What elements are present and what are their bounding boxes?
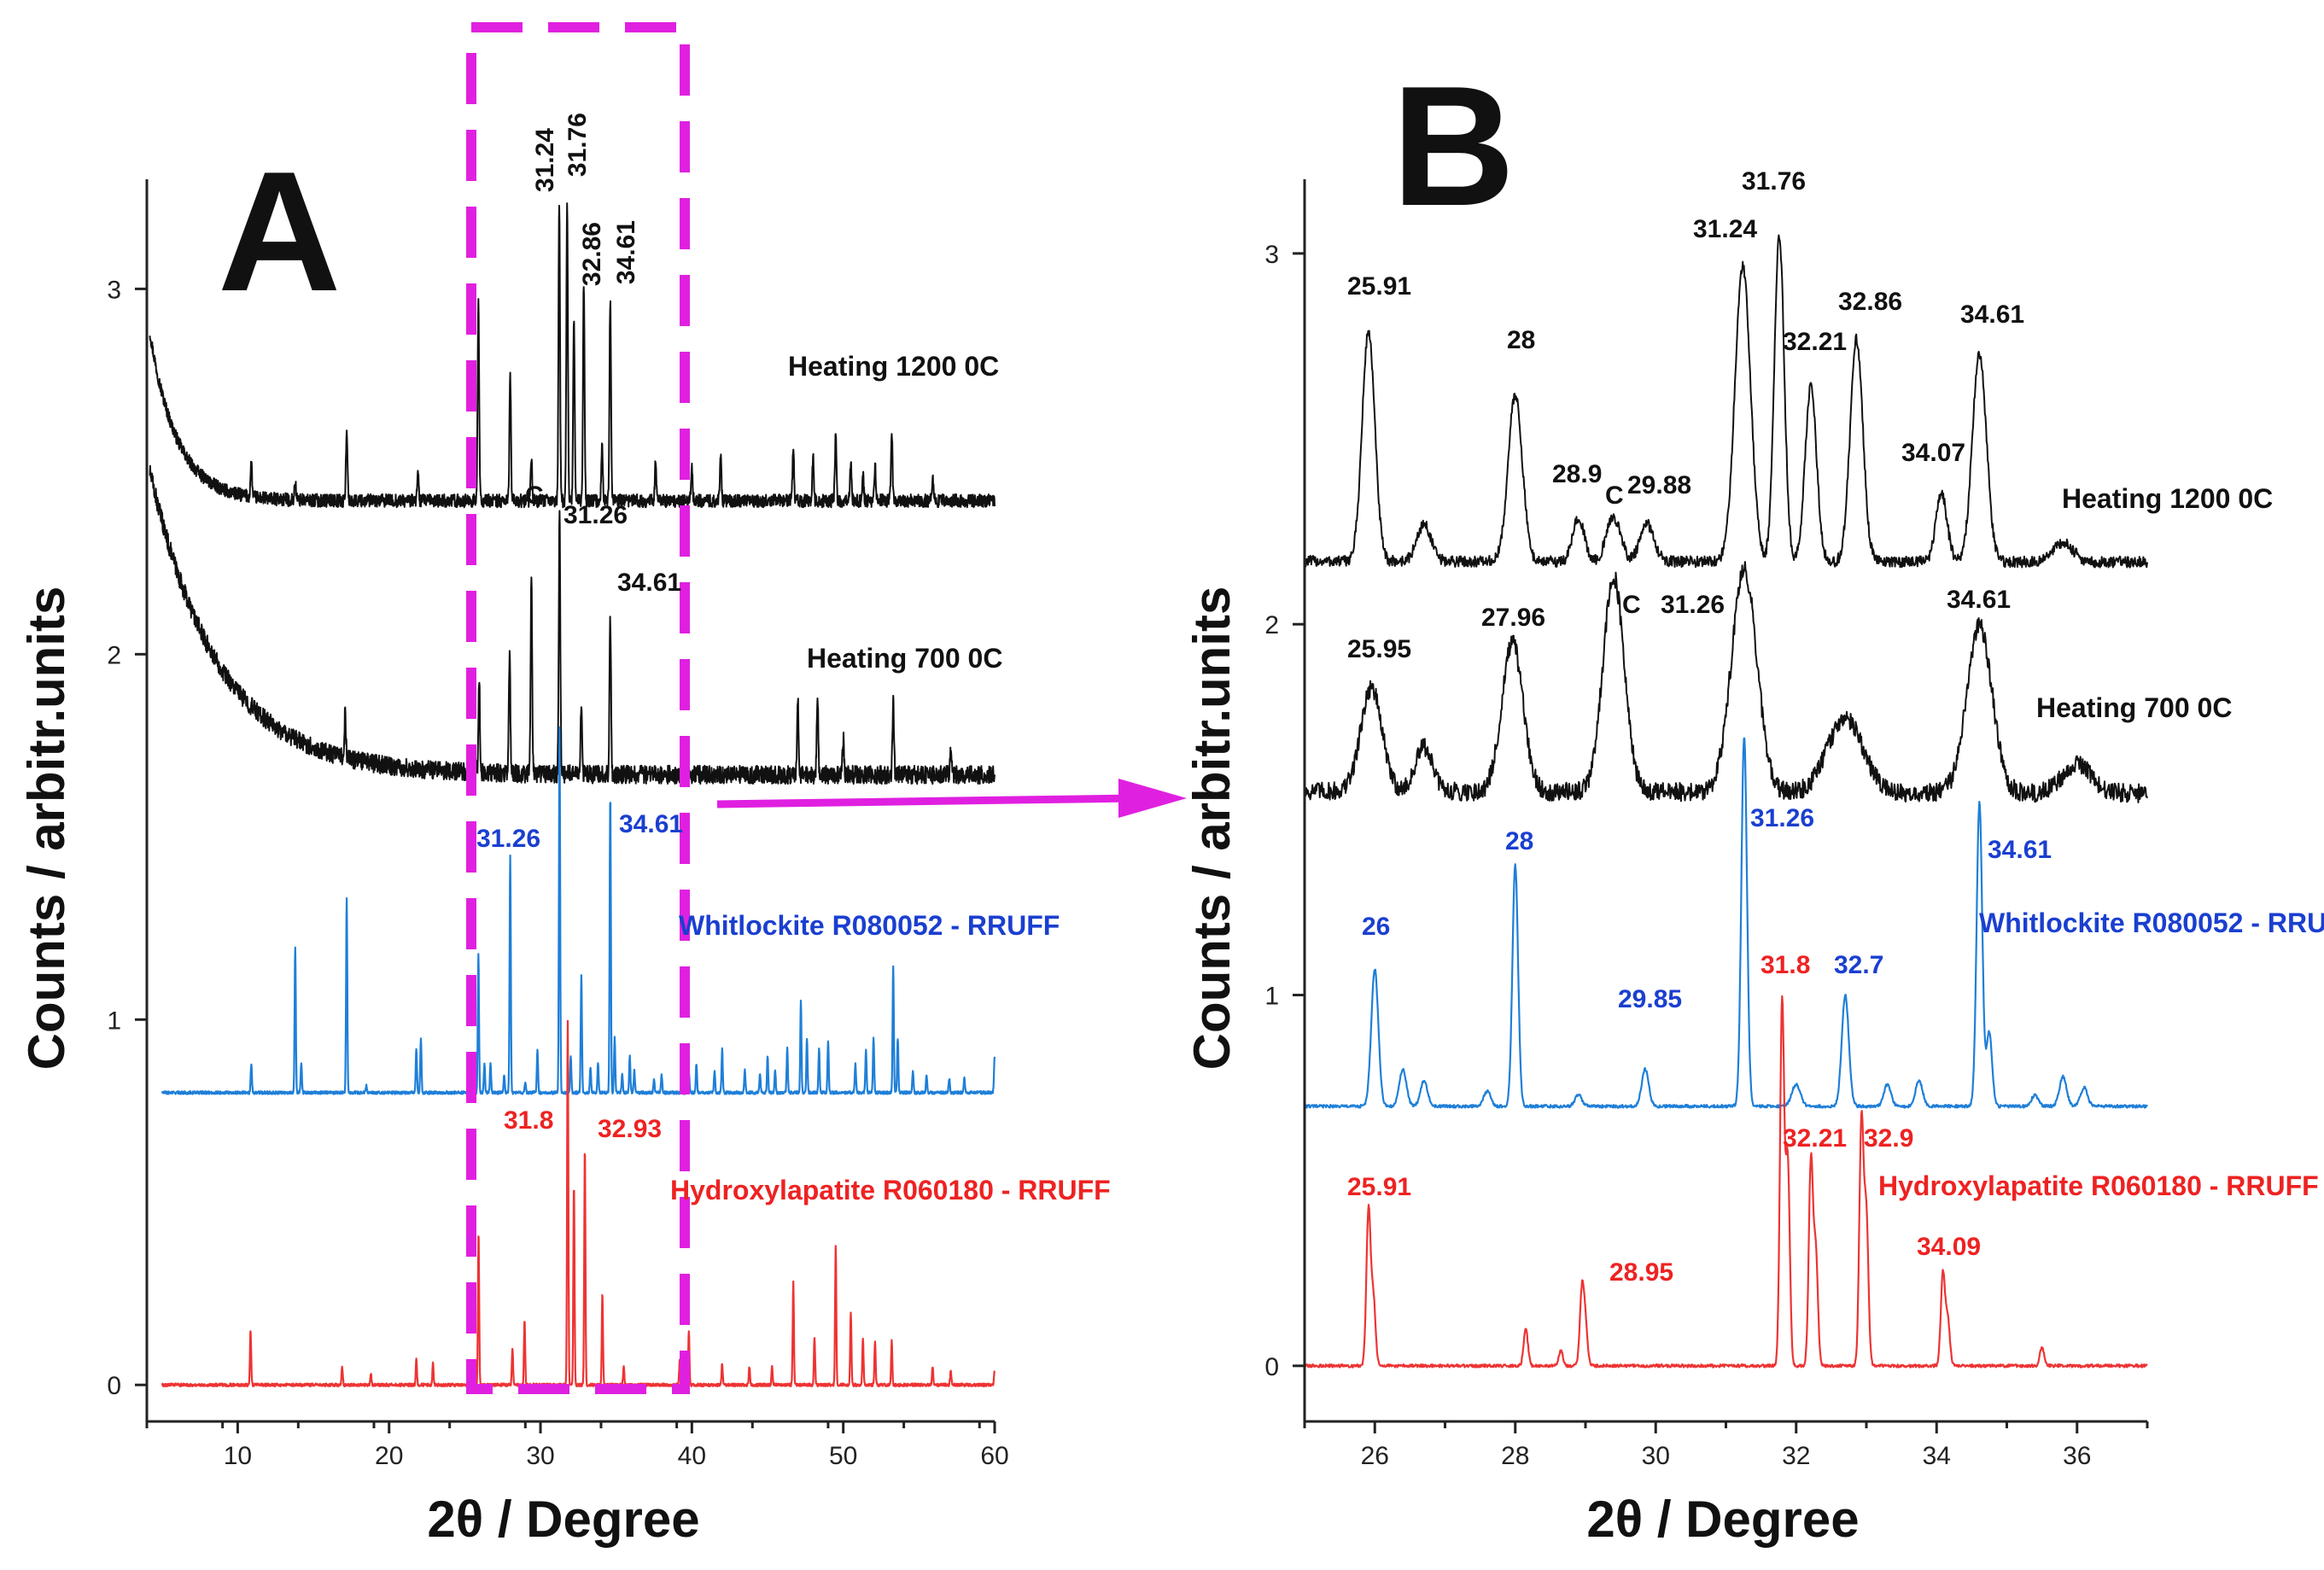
peak-label-b-c-1200: C	[1605, 482, 1624, 510]
peak-label-b-25-91-red: 25.91	[1347, 1173, 1411, 1201]
peak-label-b-31-24: 31.24	[1693, 215, 1757, 243]
y-tick-label-a-1: 1	[107, 1007, 121, 1035]
peak-label-a-32-86: 32.86	[578, 222, 606, 286]
peak-label-b-34-61-blue: 34.61	[1988, 836, 2052, 864]
series-label-a-whitlockite: Whitlockite R080052 - RRUFF	[679, 910, 1060, 941]
peak-label-b-28-95-red: 28.95	[1609, 1258, 1673, 1287]
y-tick-label-b-2: 2	[1264, 611, 1279, 639]
series-label-a-1200: Heating 1200 0C	[788, 351, 999, 382]
peak-label-b-32-21: 32.21	[1783, 328, 1847, 356]
x-tick-label-a-30: 30	[526, 1442, 554, 1470]
panel-b-x-axis-title: 2θ / Degree	[1586, 1491, 1859, 1548]
series-label-b-700: Heating 700 0C	[2036, 692, 2232, 723]
panel-b: B 26 28 30 32 34 36 0 1 2 3 2θ / Degree Counts / …	[1183, 51, 2324, 1548]
peak-label-a-31-76: 31.76	[563, 113, 592, 177]
peak-label-b-34-61: 34.61	[1960, 301, 2024, 329]
peak-label-a-32-93: 32.93	[598, 1115, 662, 1143]
panel-a-series	[149, 202, 996, 1388]
peak-label-b-29-88: 29.88	[1627, 471, 1691, 499]
y-tick-label-b-0: 0	[1264, 1353, 1279, 1381]
series-line-a-0	[149, 202, 996, 509]
x-tick-label-b-26: 26	[1361, 1442, 1389, 1470]
peak-label-a-34-61: 34.61	[612, 220, 640, 284]
peak-label-b-26-blue: 26	[1362, 913, 1390, 941]
x-tick-label-a-20: 20	[375, 1442, 403, 1470]
series-label-b-hydroxylapatite: Hydroxylapatite R060180 - RRUFF	[1878, 1170, 2319, 1201]
peak-label-a-34-61-blue: 34.61	[619, 810, 683, 838]
peak-label-a-34-61-700: 34.61	[617, 569, 681, 597]
series-line-a-1	[149, 464, 996, 785]
panel-b-ticks: 26 28 30 32 34 36 0 1 2 3	[1264, 241, 2149, 1470]
panel-b-series	[1304, 234, 2148, 1369]
panel-a-y-axis-title: Counts / arbitr.units	[18, 587, 75, 1071]
peak-label-a-31-26-blue: 31.26	[476, 825, 540, 853]
peak-label-a-31-26: 31.26	[563, 501, 628, 529]
peak-label-a-31-8: 31.8	[504, 1106, 553, 1135]
peak-label-b-25-91: 25.91	[1347, 272, 1411, 301]
peak-label-b-28-9: 28.9	[1552, 460, 1602, 488]
x-tick-label-a-50: 50	[829, 1442, 857, 1470]
series-line-b-1	[1304, 561, 2148, 803]
peak-label-a-31-24: 31.24	[531, 128, 559, 192]
x-tick-label-b-30: 30	[1642, 1442, 1670, 1470]
panel-letter-b: B	[1392, 51, 1515, 242]
peak-label-a-c: C	[525, 482, 544, 510]
peak-label-b-34-09-red: 34.09	[1917, 1233, 1981, 1261]
panel-a: A 10 20 30 40 50 60 0 1 2 3 2θ / Degree Counts / …	[18, 22, 1111, 1548]
series-label-b-whitlockite: Whitlockite R080052 - RRUFF	[1979, 908, 2324, 938]
peak-label-b-25-95: 25.95	[1347, 635, 1411, 663]
peak-label-b-31-8-red: 31.8	[1761, 951, 1810, 979]
x-tick-label-a-60: 60	[980, 1442, 1008, 1470]
series-label-a-700: Heating 700 0C	[807, 643, 1002, 674]
x-tick-label-b-36: 36	[2063, 1442, 2091, 1470]
series-line-a-2	[161, 726, 996, 1095]
peak-label-b-31-26-blue: 31.26	[1750, 804, 1814, 832]
peak-label-b-32-86: 32.86	[1838, 288, 1902, 316]
y-tick-label-a-2: 2	[107, 641, 121, 669]
peak-label-b-28-blue: 28	[1505, 827, 1533, 855]
series-line-a-3	[161, 1019, 996, 1388]
panel-letter-a: A	[218, 137, 341, 327]
series-label-a-hydroxylapatite: Hydroxylapatite R060180 - RRUFF	[670, 1175, 1111, 1205]
x-tick-label-b-34: 34	[1923, 1442, 1951, 1470]
peak-label-b-34-07: 34.07	[1901, 439, 1965, 467]
y-tick-label-a-0: 0	[107, 1372, 121, 1400]
x-tick-label-a-10: 10	[224, 1442, 252, 1470]
series-line-b-3	[1304, 995, 2148, 1369]
peak-label-b-32-7-blue: 32.7	[1834, 951, 1883, 979]
y-tick-label-a-3: 3	[107, 276, 121, 304]
panel-a-x-axis-title: 2θ / Degree	[427, 1491, 699, 1548]
connector-arrow	[716, 779, 1187, 818]
peak-label-b-27-96: 27.96	[1481, 604, 1545, 632]
series-line-b-2	[1304, 737, 2148, 1109]
panel-b-y-axis-title: Counts / arbitr.units	[1183, 587, 1241, 1071]
series-line-b-0	[1304, 234, 2148, 569]
highlight-box	[466, 22, 690, 1394]
peak-label-b-34-61-700: 34.61	[1947, 586, 2011, 614]
y-tick-label-b-1: 1	[1264, 983, 1279, 1011]
x-tick-label-a-40: 40	[678, 1442, 706, 1470]
peak-label-b-32-9-red: 32.9	[1864, 1124, 1913, 1153]
series-label-b-1200: Heating 1200 0C	[2062, 483, 2273, 514]
x-tick-label-b-28: 28	[1501, 1442, 1529, 1470]
x-tick-label-b-32: 32	[1782, 1442, 1810, 1470]
panel-a-ticks: 10 20 30 40 50 60 0 1 2 3	[107, 276, 1008, 1470]
peak-label-b-c-700: C	[1622, 591, 1641, 619]
peak-label-b-29-85-blue: 29.85	[1618, 985, 1682, 1013]
y-tick-label-b-3: 3	[1264, 241, 1279, 269]
peak-label-b-31-26: 31.26	[1661, 591, 1725, 619]
peak-label-b-28: 28	[1507, 326, 1535, 354]
peak-label-b-31-76: 31.76	[1742, 167, 1806, 196]
peak-label-b-32-21-red: 32.21	[1783, 1124, 1847, 1153]
